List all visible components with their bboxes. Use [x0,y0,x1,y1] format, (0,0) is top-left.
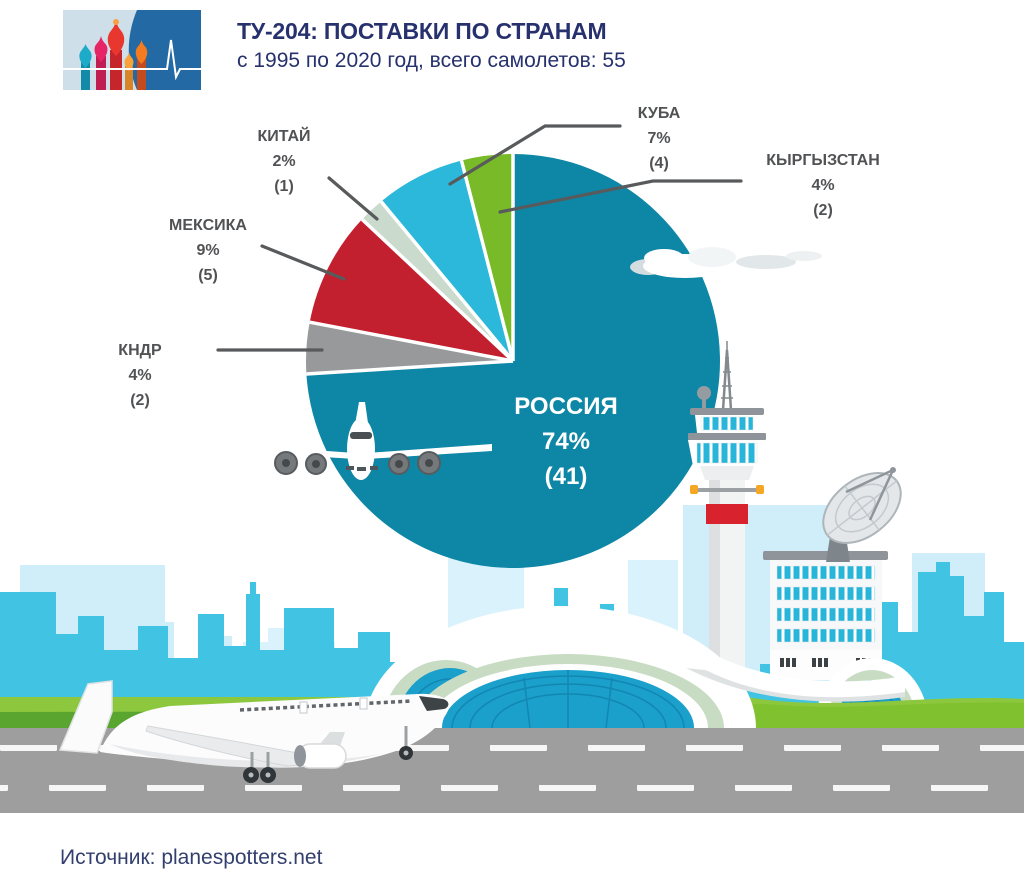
pie-slice-separator [309,320,514,363]
label-kyrgyzstan: КЫРГЫЗСТАН 4% (2) [766,152,880,219]
tower-radar-dome [697,386,711,400]
pie-slice-separator [360,218,515,363]
page-subtitle: с 1995 по 2020 год, всего самолетов: 55 [237,49,626,72]
pie-slice-КИТАЙ [362,201,513,361]
side-view-airplane [58,680,450,783]
label-mexico: МЕКСИКА 9% (5) [169,217,247,284]
logo-cathedral-domes [79,19,148,90]
leader-lines [216,124,743,352]
label-china: КИТАЙ 2% (1) [257,128,311,195]
leader-cuba [448,124,622,186]
jet-landing-gear [243,726,413,783]
logo-pulse-line [63,39,201,81]
pie-slice-КНДР [306,322,513,374]
pie-slice-separator [306,359,514,376]
terminal-roof-swoosh [688,640,905,698]
terminal-building [364,606,905,729]
leader-mexico [260,244,346,281]
pie-slice-МЕКСИКА [309,219,513,361]
terminal-glass-dome [442,670,694,729]
jet-cockpit [419,696,449,711]
label-kndr: КНДР 4% (2) [118,342,162,409]
front-view-airplane [229,402,492,480]
logo [63,10,201,95]
satellite-dish [822,467,902,562]
pie-slice-separator [379,200,515,363]
cloud [630,247,822,278]
road-dashes-row1 [0,745,1024,752]
label-cuba: КУБА 7% (4) [637,105,681,172]
jet-fuselage [100,693,450,768]
source-credit: Источник: planespotters.net [60,846,323,869]
label-russia: РОССИЯ 74% (41) [514,393,618,490]
jet-tailfin [58,680,113,754]
leader-china [327,176,379,221]
front-plane-cockpit [350,432,372,439]
page-title: ТУ-204: ПОСТАВКИ ПО СТРАНАМ [237,18,607,44]
road-dashes-row2 [0,785,1024,792]
pie-slice-separator [459,160,515,362]
pie-chart [306,154,720,568]
header: ТУ-204: ПОСТАВКИ ПО СТРАНАМ с 1995 по 20… [237,18,626,73]
leader-kyrgyzstan [498,179,743,214]
pie-slice-КУБА [381,160,513,361]
front-plane-left-wing [229,444,355,459]
tower-red-band [706,504,748,524]
